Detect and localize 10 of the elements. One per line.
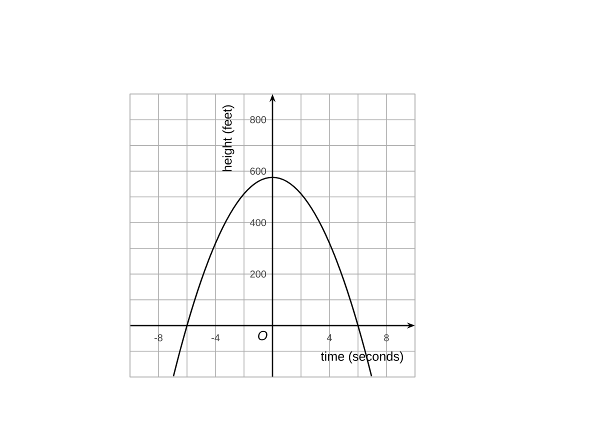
y-axis-title: height (feet) bbox=[222, 105, 234, 172]
y-tick-label: 200 bbox=[250, 270, 266, 278]
y-tick-label: 800 bbox=[250, 116, 266, 124]
annotation: O bbox=[258, 330, 268, 340]
x-tick-label: 4 bbox=[326, 334, 332, 342]
x-tick-label: -8 bbox=[154, 334, 163, 342]
x-tick-label: 8 bbox=[384, 334, 389, 342]
y-tick-label: 400 bbox=[250, 219, 266, 226]
y-tick-label: 600 bbox=[250, 168, 266, 175]
x-tick-label: -4 bbox=[212, 334, 220, 342]
